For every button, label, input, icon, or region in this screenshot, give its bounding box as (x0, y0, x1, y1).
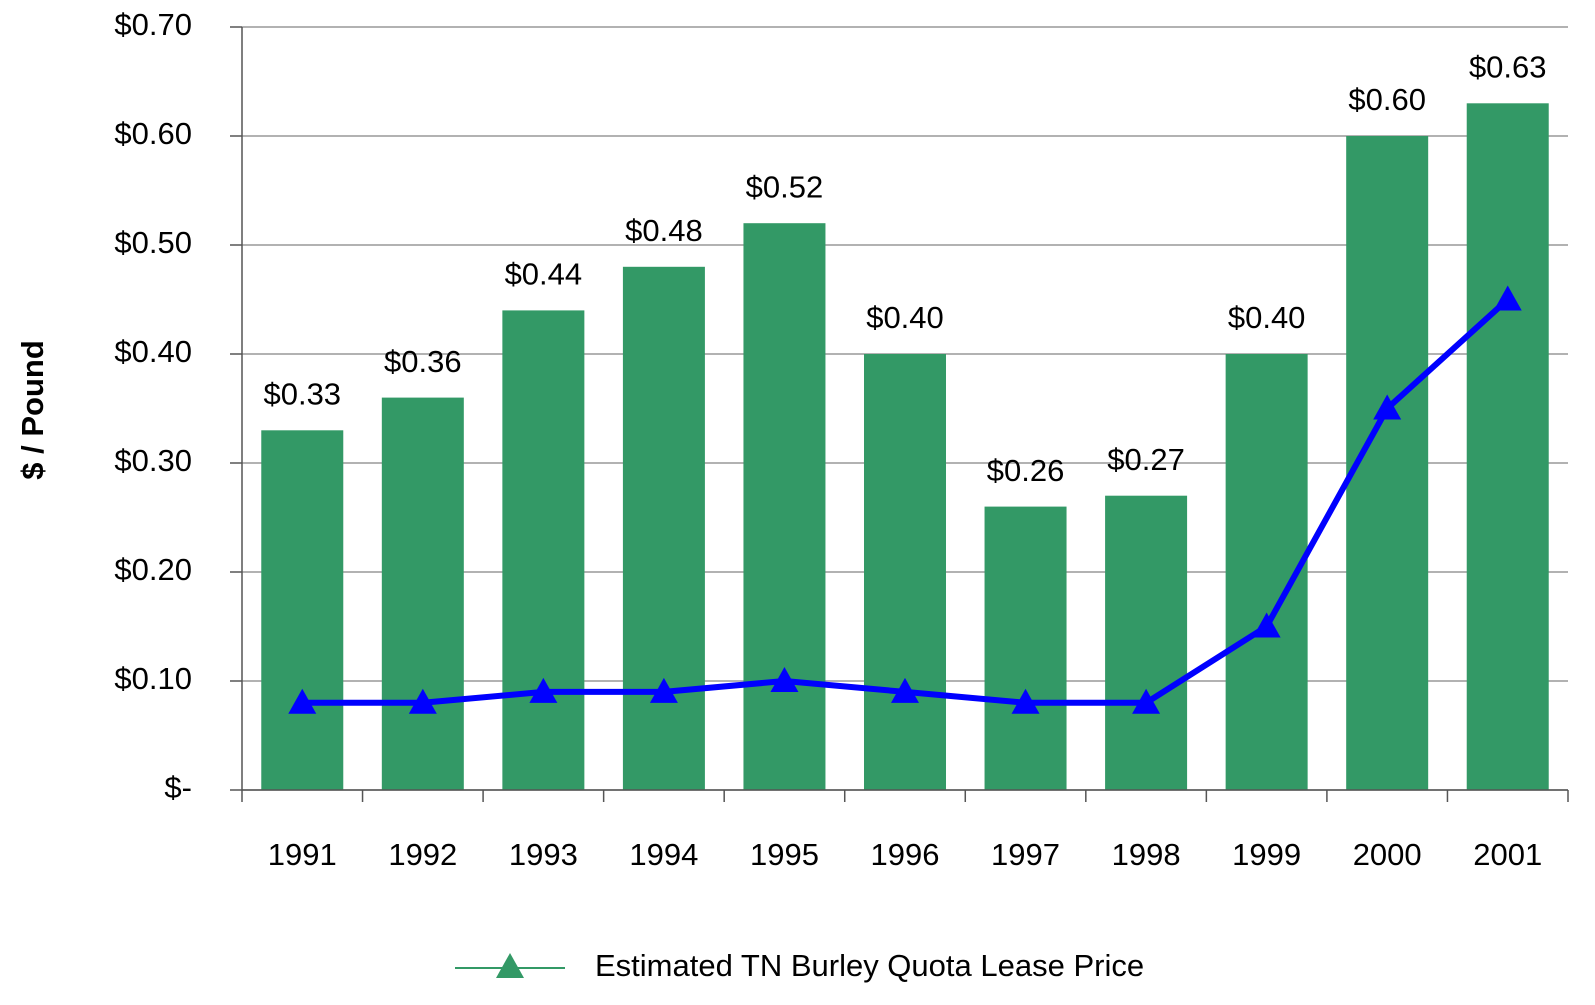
line-marker (1132, 688, 1161, 714)
line-marker (1493, 285, 1522, 311)
bar (984, 506, 1067, 790)
line-marker (529, 677, 558, 703)
x-tick-label: 1994 (629, 837, 698, 872)
data-label: $0.48 (625, 213, 703, 248)
bar (502, 310, 585, 790)
y-tick-label: $0.10 (114, 661, 192, 696)
line-marker (1011, 688, 1040, 714)
x-tick-label: 1991 (268, 837, 337, 872)
y-tick-label: $0.70 (114, 7, 192, 42)
y-tick-label: $0.50 (114, 225, 192, 260)
x-tick-label: 1992 (388, 837, 457, 872)
bar (743, 223, 826, 790)
x-tick-label: 1993 (509, 837, 578, 872)
bar (1105, 495, 1188, 790)
data-label: $0.52 (746, 169, 824, 204)
line-marker (1252, 612, 1281, 638)
data-label: $0.36 (384, 344, 462, 379)
data-label: $0.27 (1107, 442, 1185, 477)
data-label: $0.40 (1228, 300, 1306, 335)
data-label: $0.44 (505, 257, 583, 292)
y-tick-label: $- (164, 770, 192, 805)
line-marker (288, 688, 317, 714)
x-tick-label: 2000 (1353, 837, 1422, 872)
legend-label: Estimated TN Burley Quota Lease Price (595, 948, 1144, 983)
line-marker (1373, 394, 1402, 420)
y-tick-label: $0.40 (114, 334, 192, 369)
data-label: $0.63 (1469, 49, 1547, 84)
line-marker (649, 677, 678, 703)
x-tick-label: 1998 (1112, 837, 1181, 872)
bar (864, 354, 946, 790)
line-marker (770, 667, 799, 692)
data-label: $0.26 (987, 453, 1065, 488)
data-label: $0.40 (866, 300, 944, 335)
legend-marker (496, 953, 524, 978)
x-tick-label: 1996 (871, 837, 940, 872)
data-label: $0.60 (1348, 82, 1426, 117)
data-label: $0.33 (263, 376, 341, 411)
y-axis-label: $ / Pound (15, 340, 50, 480)
line-marker (891, 677, 919, 703)
line-marker (408, 688, 437, 714)
x-tick-label: 2001 (1473, 837, 1542, 872)
y-tick-label: $0.60 (114, 116, 192, 151)
x-tick-label: 1995 (750, 837, 819, 872)
x-tick-label: 1997 (991, 837, 1060, 872)
y-tick-label: $0.20 (114, 552, 192, 587)
x-tick-label: 1999 (1232, 837, 1301, 872)
bar (261, 430, 344, 790)
bar (1466, 103, 1549, 791)
bar (381, 397, 464, 790)
bar (622, 266, 705, 790)
y-tick-label: $0.30 (114, 443, 192, 478)
